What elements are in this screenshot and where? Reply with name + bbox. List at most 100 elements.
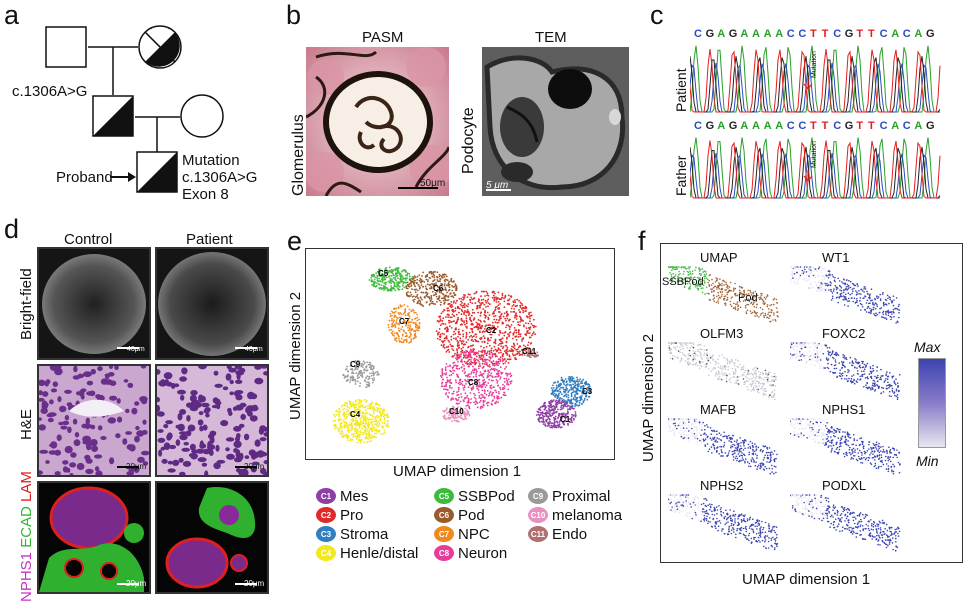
chromatogram-trace [690,140,941,199]
umap-cell-point [463,389,465,391]
umap-cell-point [391,318,393,320]
umap-cell-point [487,365,490,367]
umap-cell-point [457,328,460,331]
umap-cell-point [371,414,374,417]
umap-cell-point [454,416,456,419]
umap-cell-point [460,366,463,369]
umap-cell-point [393,307,395,310]
umap-cell-point [531,324,534,327]
umap-cell-point [359,404,362,406]
umap-cell-point [586,386,589,389]
umap-cell-point [517,331,520,334]
umap-cell-point [444,366,447,368]
umap-cell-point [401,334,404,337]
umap-cell-point [545,420,548,423]
umap-cell-point [359,431,362,434]
umap-cell-point [338,412,341,414]
umap-cell-point [508,354,511,356]
umap-cell-point [382,287,385,290]
umap-cell-point [501,292,504,295]
expression-colorbar [918,358,946,448]
umap-cell-point [443,276,446,278]
umap-cell-point [445,409,448,411]
umap-cell-point [474,362,477,365]
umap-cell-point [444,337,447,339]
umap-cell-point [368,375,371,378]
umap-cell-point [498,369,501,372]
umap-cell-point [479,304,482,307]
umap-cell-point [405,281,408,284]
umap-cell-point [382,285,385,287]
umap-cell-point [437,333,439,336]
chromatogram [690,45,941,199]
umap-cell-point [467,338,469,341]
umap-cell-point [432,273,435,276]
umap-cell-point [346,415,348,418]
umap-cell-point [439,338,441,341]
umap-cell-point [376,406,379,409]
umap-cell-point [508,358,511,361]
umap-cell-point [485,393,488,396]
umap-cell-point [491,376,494,379]
umap-cell-point [458,402,460,405]
umap-cell-point [416,297,419,299]
umap-cell-point [453,285,456,288]
umap-cell-point [482,401,485,404]
umap-cell-point [525,315,528,318]
umap-cell-point [585,395,587,397]
nucleus [85,458,92,463]
umap-cell-point [500,340,502,343]
umap-cell-point [359,429,362,432]
umap-cell-point [380,284,383,286]
umap-cell-point [363,419,365,422]
umap-cell-point [359,399,362,402]
umap-cell-point [484,316,487,319]
umap-cell-point [509,372,512,375]
umap-cell-point [446,395,449,397]
umap-cell-point [333,424,335,427]
umap-cell-point [509,380,511,383]
umap-cell-point [347,370,350,373]
umap-cell-point [459,339,461,342]
umap-cell-point [514,336,517,338]
umap-cell-point [461,384,464,386]
umap-cell-point [450,304,452,307]
legend-item: C2 Pro [316,505,363,525]
umap-cell-point [353,433,356,435]
umap-cell-point [360,423,363,426]
umap-cell-point [574,395,576,398]
umap-cell-point [493,364,496,367]
umap-cell-point [546,412,549,415]
nucleus [180,394,185,401]
umap-cell-point [478,391,480,394]
umap-cell-point [342,414,344,416]
cluster-label: C2 [486,326,497,335]
umap-cell-point [491,324,494,327]
feature-title: NPHS1 [822,402,866,417]
umap-cell-point [497,291,500,294]
umap-cell-point [481,389,484,392]
umap-cell-point [549,401,552,404]
nucleus [62,466,69,473]
umap-cell-point [349,423,351,426]
umap-cell-point [471,369,474,372]
umap-cell-point [479,406,482,408]
umap-cell-point [488,363,491,366]
umap-cell-point [478,324,481,327]
umap-cell-point [448,351,451,353]
umap-cell-point [481,394,484,396]
umap-cell-point [476,326,479,328]
umap-cell-point [493,318,496,321]
umap-cell-point [487,305,489,308]
umap-cell-point [538,414,541,417]
umap-cell-point [466,380,469,383]
umap-cell-point [493,325,495,327]
umap-cell-point [363,398,366,401]
umap-cell-point [475,375,478,378]
umap-cell-point [401,288,404,291]
nucleus [86,380,94,386]
umap-cell-point [472,371,475,374]
nucleus [117,416,123,423]
umap-cell-point [482,298,485,301]
umap-cell-point [461,370,464,372]
